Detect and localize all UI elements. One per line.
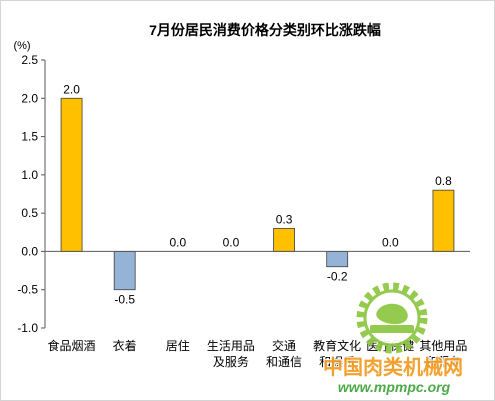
watermark-site-url: www.mpmpc.org — [338, 379, 451, 395]
data-label: 2.0 — [63, 82, 80, 96]
category-label: 衣着 — [113, 338, 137, 353]
category-label-line: 交通 — [272, 338, 296, 353]
labels: 2.0 -0.5 0.0 0.0 0.3 -0.2 0.0 0.8 食品烟酒 衣着 居住 生活用品及服… — [48, 82, 468, 369]
category-label-line: 其他用品 — [419, 339, 467, 353]
data-label: -0.5 — [114, 293, 135, 307]
y-tick-label: 0.0 — [21, 244, 38, 258]
bar-1 — [60, 97, 83, 252]
category-label: 食品烟酒 — [48, 338, 96, 353]
data-label: 0.0 — [169, 235, 186, 249]
category-label-line: 衣着 — [113, 338, 137, 353]
watermark: 中国肉类机械网 www.mpmpc.org — [322, 282, 464, 396]
y-tick-label: 0.5 — [21, 206, 38, 220]
data-label: 0.8 — [435, 174, 452, 188]
category-label-line: 及服务 — [213, 354, 249, 369]
bar-5 — [273, 228, 295, 252]
y-tick-label: -0.5 — [17, 283, 38, 297]
category-label: 生活用品及服务 — [207, 339, 255, 369]
data-label: -0.2 — [327, 270, 348, 284]
category-label-line: 生活用品 — [207, 339, 255, 353]
category-label: 教育文化和娱乐 — [313, 338, 361, 369]
axes: -1.0 -0.5 0.0 0.5 1.0 1.5 2.0 2.5 — [17, 53, 470, 335]
category-label-line: 居住 — [166, 339, 190, 353]
category-label: 交通和通信 — [266, 338, 302, 369]
y-tick-label: 2.5 — [21, 53, 38, 67]
bar-2 — [113, 251, 136, 291]
data-label: 0.3 — [276, 212, 293, 226]
bar-6 — [326, 251, 349, 268]
category-label-line: 和娱乐 — [319, 355, 355, 369]
watermark-site-name: 中国肉类机械网 — [323, 355, 463, 379]
category-label-line: 和通信 — [266, 355, 302, 369]
bars — [60, 97, 455, 291]
y-tick-label: 1.0 — [21, 168, 38, 182]
category-label-line: 和服务 — [425, 354, 461, 369]
y-axis-unit: (%) — [13, 40, 30, 52]
category-label-line: 食品烟酒 — [48, 338, 96, 353]
y-tick-label: -1.0 — [17, 321, 38, 335]
chart-title: 7月份居民消费价格分类别环比涨跌幅 — [149, 22, 381, 38]
y-tick-label: 2.0 — [21, 91, 38, 105]
y-tick-label: 1.5 — [21, 130, 38, 144]
category-label: 居住 — [166, 339, 190, 353]
data-label: 0.0 — [223, 235, 240, 249]
category-label: 其他用品和服务 — [419, 339, 467, 369]
gear-logo-icon — [356, 282, 428, 354]
category-label-line: 教育文化 — [313, 338, 361, 353]
bar-8 — [432, 189, 455, 252]
data-label: 0.0 — [382, 235, 399, 249]
